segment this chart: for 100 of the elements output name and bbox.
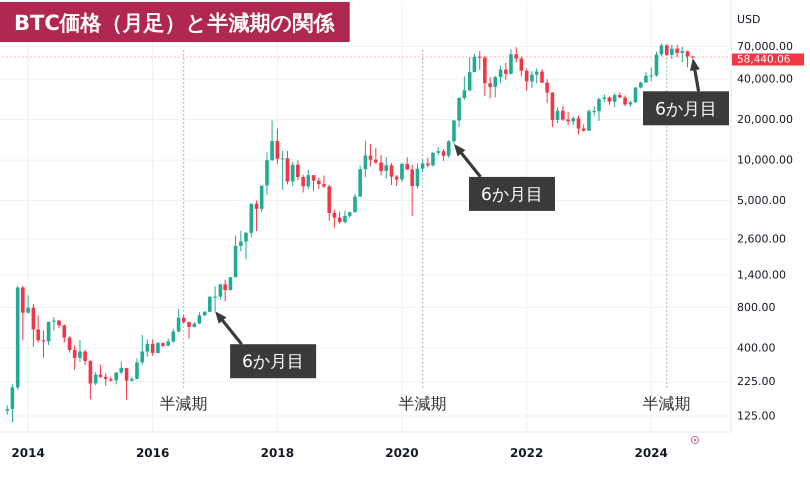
candlestick xyxy=(410,164,414,216)
candlestick xyxy=(260,184,264,213)
x-tick-label: 2016 xyxy=(136,446,170,460)
chart-title: BTC価格（月足）と半減期の関係 xyxy=(14,11,336,35)
candlestick xyxy=(442,148,446,162)
candlestick xyxy=(670,44,674,60)
candlestick xyxy=(686,50,690,68)
candlestick xyxy=(244,231,248,260)
candlestick xyxy=(276,128,280,164)
ref-line-label: 58,440.06 xyxy=(737,54,791,66)
x-tick-label: 2018 xyxy=(260,446,294,460)
candlestick xyxy=(88,360,92,400)
candlestick xyxy=(426,157,430,168)
candlestick xyxy=(78,339,82,363)
candlestick xyxy=(478,50,482,70)
y-tick-label: 800.00 xyxy=(737,301,776,314)
y-axis-title: USD xyxy=(737,12,761,26)
annotation: 6か月目 xyxy=(242,352,304,372)
candlestick xyxy=(26,294,30,314)
candlestick xyxy=(504,62,508,80)
candlestick xyxy=(332,208,336,228)
candlestick xyxy=(187,321,191,340)
candlestick xyxy=(520,56,524,77)
candlestick xyxy=(72,344,76,370)
candlestick xyxy=(156,341,160,354)
candlestick xyxy=(664,44,669,56)
candlestick xyxy=(462,76,466,100)
annotation: 6か月目 xyxy=(481,184,543,205)
candlestick xyxy=(83,349,87,366)
candlestick xyxy=(312,174,316,192)
candlestick xyxy=(556,106,560,124)
candlestick xyxy=(675,44,679,58)
candlestick xyxy=(286,150,290,185)
candlestick xyxy=(135,358,139,380)
x-tick-label: 2020 xyxy=(385,446,419,460)
candlestick xyxy=(42,330,46,358)
candlestick xyxy=(405,156,410,170)
candlestick xyxy=(472,53,476,73)
candlestick xyxy=(98,364,102,378)
candlestick xyxy=(379,154,383,176)
candlestick xyxy=(208,296,212,313)
x-tick-label: 2024 xyxy=(634,446,668,460)
candlestick xyxy=(364,140,368,178)
y-tick-label: 1,400.00 xyxy=(737,268,786,282)
candlestick xyxy=(94,372,98,386)
candlestick xyxy=(644,72,648,84)
candlestick xyxy=(566,111,570,126)
candlestick xyxy=(150,338,154,356)
candlestick xyxy=(104,372,108,386)
candlestick xyxy=(290,161,295,186)
candlestick xyxy=(452,119,456,144)
candlestick xyxy=(140,334,144,366)
candlestick xyxy=(36,314,40,343)
candlestick xyxy=(431,152,435,167)
candlestick xyxy=(119,360,124,375)
candlestick xyxy=(301,174,305,193)
candlestick xyxy=(374,147,378,164)
ref-line-label: 半減期 xyxy=(642,394,691,412)
candlestick xyxy=(649,66,653,82)
y-tick-label: 10,000.00 xyxy=(737,154,793,167)
candlestick xyxy=(213,286,217,312)
candlestick xyxy=(368,143,372,167)
candlestick xyxy=(280,150,284,190)
candlestick xyxy=(587,108,591,132)
candlestick xyxy=(270,120,274,162)
x-tick-label: 2014 xyxy=(11,446,45,460)
candlestick xyxy=(317,177,321,190)
candlestick xyxy=(514,46,518,63)
ref-line-label: 半減期 xyxy=(398,394,447,412)
y-tick-label: 5,000.00 xyxy=(737,194,786,208)
candlestick xyxy=(32,304,36,348)
candlestick xyxy=(338,211,342,224)
y-tick-label: 225.00 xyxy=(737,375,776,388)
candlestick xyxy=(540,68,544,84)
candlestick xyxy=(172,328,176,344)
candlestick xyxy=(488,76,492,99)
candlestick xyxy=(468,56,472,92)
candlestick xyxy=(46,321,50,346)
candlestick xyxy=(592,106,596,116)
candlestick xyxy=(400,162,404,183)
candlestick xyxy=(597,97,601,122)
candlestick xyxy=(322,175,326,189)
candlestick xyxy=(10,384,14,423)
candlestick xyxy=(254,200,258,232)
y-tick-label: 40,000.00 xyxy=(737,72,793,86)
x-tick-label: 2022 xyxy=(510,446,544,460)
candlestick xyxy=(239,230,243,252)
candlestick xyxy=(394,174,398,186)
candlestick xyxy=(660,42,664,57)
candlestick xyxy=(623,95,627,106)
candlestick xyxy=(561,106,565,122)
candlestick xyxy=(493,75,498,98)
candlestick xyxy=(343,210,347,224)
y-tick-label: 125.00 xyxy=(737,409,776,422)
candlestick xyxy=(530,70,534,89)
candlestick xyxy=(176,308,180,333)
candlestick xyxy=(114,372,118,385)
candlestick xyxy=(654,51,658,77)
candlestick xyxy=(218,283,222,300)
candlestick xyxy=(457,96,461,128)
